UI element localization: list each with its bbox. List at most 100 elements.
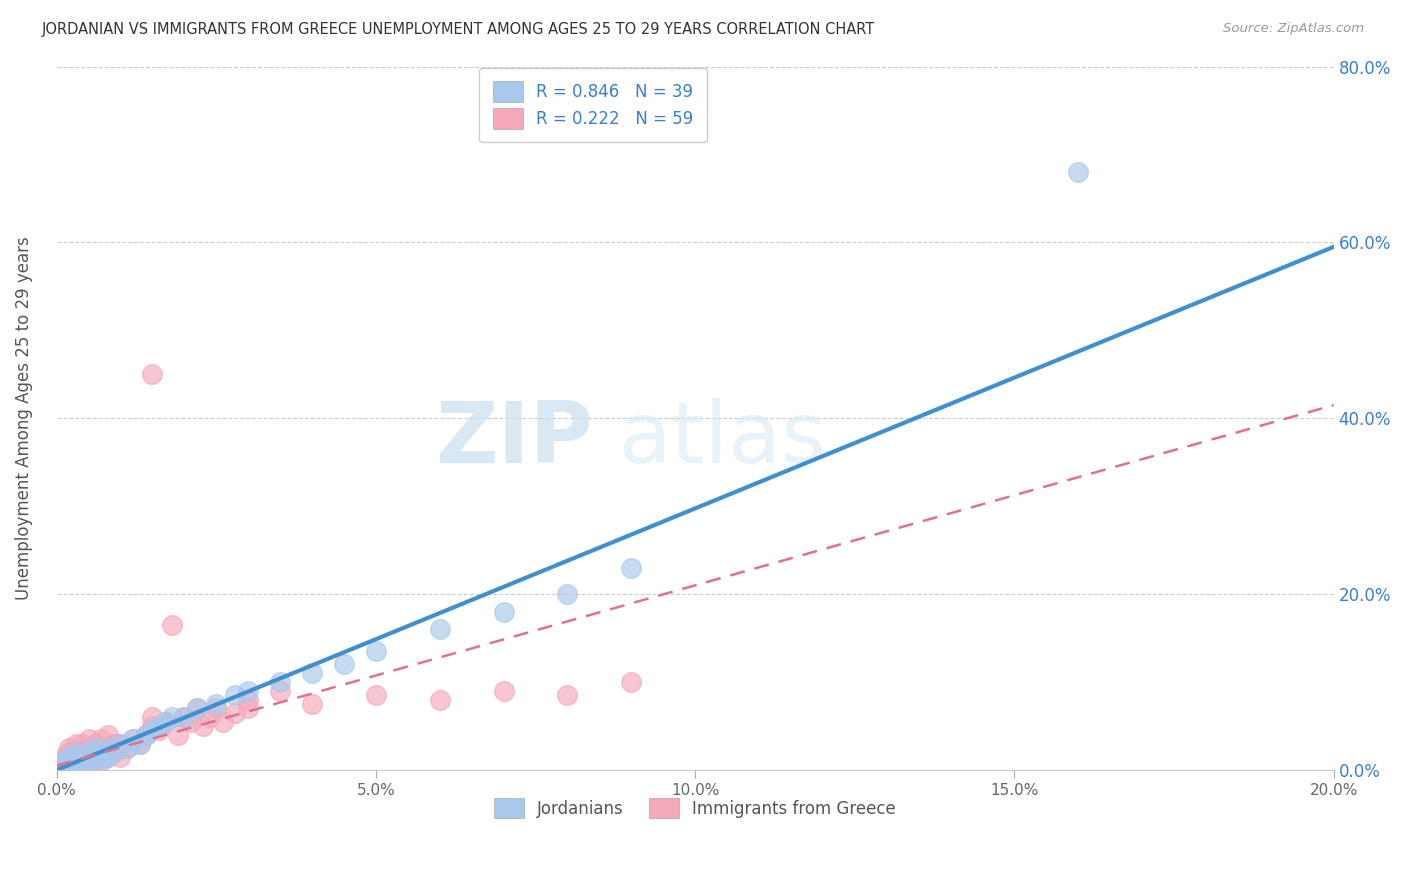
Point [160,618,183,632]
Point [52,758,75,772]
Point [193,719,215,733]
Point [173,710,195,724]
Point [301,666,323,681]
Point [90,754,112,768]
Point [65,746,87,760]
Text: JORDANIAN VS IMMIGRANTS FROM GREECE UNEMPLOYMENT AMONG AGES 25 TO 29 YEARS CORRE: JORDANIAN VS IMMIGRANTS FROM GREECE UNEM… [42,22,876,37]
Point [84,746,107,760]
Point [97,741,120,756]
Point [97,728,120,742]
Point [58,758,80,772]
Point [153,714,176,729]
Point [58,754,80,768]
Point [70,749,93,764]
Point [153,714,176,729]
Point [97,749,120,764]
Point [333,657,356,672]
Point [557,587,579,601]
Point [205,697,228,711]
Point [141,719,163,733]
Point [173,710,195,724]
Point [238,701,260,715]
Text: Source: ZipAtlas.com: Source: ZipAtlas.com [1223,22,1364,36]
Point [90,741,112,756]
Point [52,754,75,768]
Point [364,644,387,658]
Point [492,605,515,619]
Point [70,737,93,751]
Point [65,754,87,768]
Point [84,754,107,768]
Point [148,723,170,738]
Point [160,710,183,724]
Point [429,692,451,706]
Point [84,741,107,756]
Point [77,732,100,747]
Point [492,684,515,698]
Point [238,692,260,706]
Point [141,723,163,738]
Point [269,684,291,698]
Point [148,719,170,733]
Point [205,701,228,715]
Point [238,684,260,698]
Point [77,741,100,756]
Point [557,688,579,702]
Y-axis label: Unemployment Among Ages 25 to 29 years: Unemployment Among Ages 25 to 29 years [15,236,32,600]
Point [58,749,80,764]
Point [115,741,138,756]
Point [77,749,100,764]
Point [65,737,87,751]
Point [198,710,221,724]
Point [58,756,80,770]
Point [110,737,132,751]
Point [52,754,75,768]
Text: ZIP: ZIP [436,398,593,481]
Point [110,749,132,764]
Point [65,746,87,760]
Point [58,741,80,756]
Point [180,714,202,729]
Point [65,749,87,764]
Point [620,675,643,690]
Point [97,741,120,756]
Point [115,741,138,756]
Point [77,754,100,768]
Point [77,746,100,760]
Point [70,758,93,772]
Point [224,706,246,720]
Point [211,714,233,729]
Point [141,710,163,724]
Point [52,758,75,772]
Text: atlas: atlas [619,398,827,481]
Point [167,728,190,742]
Point [70,746,93,760]
Point [103,746,125,760]
Point [110,737,132,751]
Point [364,688,387,702]
Point [97,749,120,764]
Point [141,368,163,382]
Point [122,732,145,747]
Point [186,701,208,715]
Point [620,561,643,575]
Point [135,728,157,742]
Point [58,746,80,760]
Point [128,737,150,751]
Legend: Jordanians, Immigrants from Greece: Jordanians, Immigrants from Greece [488,791,903,825]
Point [301,697,323,711]
Point [1067,165,1090,179]
Point [128,737,150,751]
Point [186,701,208,715]
Point [65,758,87,772]
Point [103,737,125,751]
Point [70,754,93,768]
Point [84,749,107,764]
Point [269,675,291,690]
Point [90,732,112,747]
Point [224,688,246,702]
Point [429,623,451,637]
Point [84,737,107,751]
Point [122,732,145,747]
Point [103,746,125,760]
